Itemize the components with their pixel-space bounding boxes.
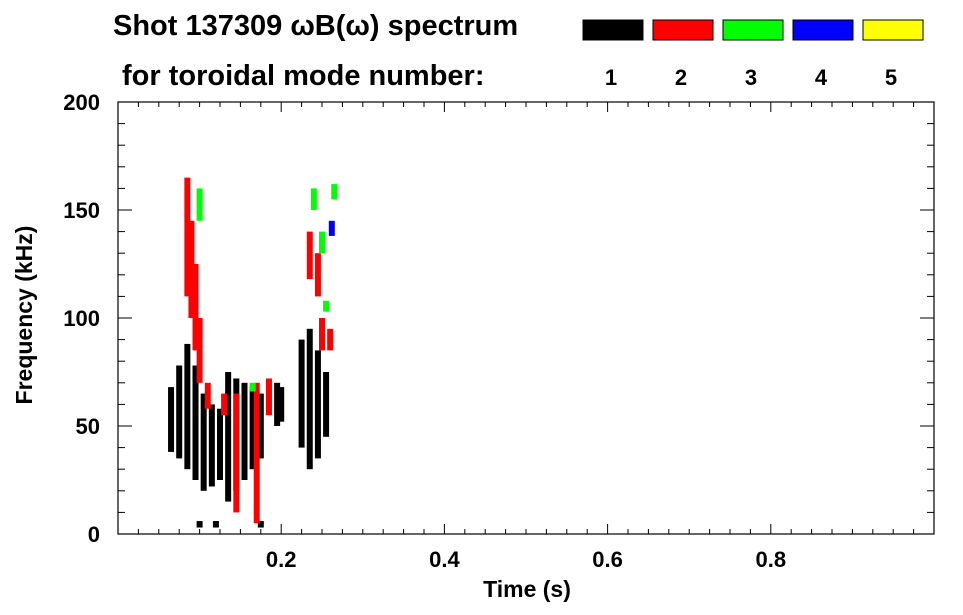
spectrum-mark-mode-1-2 (184, 343, 191, 470)
legend-swatch-mode-5 (862, 19, 924, 41)
y-tick-label: 200 (63, 90, 100, 115)
spectrum-mark-mode-2-9 (306, 231, 313, 280)
spectrum-mark-mode-1-6 (217, 408, 223, 480)
legend: 1 2 3 4 5 (582, 19, 924, 90)
spectrum-mark-mode-2-0 (184, 177, 191, 297)
spectrum-mark-mode-1-13 (278, 387, 285, 422)
x-tick-label: 0.4 (429, 547, 460, 572)
legend-label-mode-1: 1 (605, 65, 617, 90)
spectrum-mark-mode-1-15 (306, 328, 313, 470)
spectrum-mark-mode-3-2 (310, 188, 317, 210)
spectrum-mark-mode-3-3 (319, 231, 325, 254)
spectrum-mark-mode-2-8 (265, 378, 272, 416)
y-tick-label: 100 (63, 306, 100, 331)
legend-swatch-mode-1 (582, 19, 644, 41)
spectrum-mark-mode-1-19 (212, 521, 219, 528)
spectrum-mark-mode-2-3 (196, 318, 203, 383)
spectrum-mark-mode-1-14 (298, 339, 305, 448)
spectrum-mark-mode-1-10 (249, 387, 256, 470)
spectrum-mark-mode-1-4 (200, 393, 207, 491)
spectrum-mark-mode-2-2 (192, 264, 199, 351)
spectrum-mark-mode-4-0 (328, 220, 335, 236)
legend-label-mode-5: 5 (885, 65, 897, 90)
x-tick-label: 0.2 (266, 547, 297, 572)
y-tick-label: 150 (63, 198, 100, 223)
spectrum-mark-mode-3-0 (196, 188, 203, 221)
spectrum-mark-mode-2-11 (319, 318, 325, 351)
x-tick-label: 0.8 (756, 547, 787, 572)
spectrum-mark-mode-2-7 (253, 382, 260, 524)
y-tick-label: 0 (88, 522, 100, 547)
spectrum-mark-mode-1-18 (196, 521, 203, 528)
chart-title-line1: Shot 137309 ωB(ω) spectrum (113, 10, 518, 42)
legend-swatch-mode-2 (652, 19, 714, 41)
spectrum-mark-mode-3-5 (331, 184, 338, 200)
spectrum-data (168, 177, 338, 528)
spectrum-mark-mode-1-20 (257, 521, 264, 528)
spectrum-mark-mode-1-11 (257, 393, 264, 459)
spectrum-mark-mode-2-5 (221, 393, 228, 416)
spectrum-mark-mode-2-10 (314, 253, 321, 297)
spectrum-mark-mode-1-7 (225, 372, 232, 502)
chart-title-line2: for toroidal mode number: (122, 60, 485, 92)
spectrum-mark-mode-1-12 (274, 382, 281, 426)
axes: 0.2 0.4 0.6 0.8 0 50 100 150 200 (63, 90, 934, 572)
spectrum-mark-mode-3-1 (249, 382, 256, 392)
plot-frame (117, 101, 935, 535)
spectrum-mark-mode-2-12 (327, 328, 334, 351)
spectrum-mark-mode-3-4 (323, 300, 330, 312)
spectrum-mark-mode-1-1 (176, 365, 183, 459)
legend-label-mode-4: 4 (815, 65, 828, 90)
x-tick-label: 0.6 (592, 547, 623, 572)
spectrum-mark-mode-1-5 (208, 404, 215, 487)
spectrum-mark-mode-1-9 (241, 382, 248, 480)
spectrum-mark-mode-1-17 (323, 372, 330, 437)
spectrum-mark-mode-1-0 (168, 387, 175, 452)
spectrum-mark-mode-1-3 (192, 365, 199, 480)
y-axis-label: Frequency (kHz) (11, 226, 37, 405)
legend-swatch-mode-4 (792, 19, 854, 41)
spectrum-mark-mode-2-4 (204, 382, 211, 409)
y-tick-label: 50 (76, 414, 100, 439)
legend-label-mode-3: 3 (745, 65, 757, 90)
legend-label-mode-2: 2 (675, 65, 687, 90)
legend-swatch-mode-3 (722, 19, 784, 41)
x-axis-label: Time (s) (483, 576, 571, 602)
spectrum-mark-mode-2-6 (233, 393, 240, 513)
spectrum-mark-mode-1-16 (314, 350, 321, 459)
spectrum-mark-mode-2-1 (188, 220, 195, 318)
